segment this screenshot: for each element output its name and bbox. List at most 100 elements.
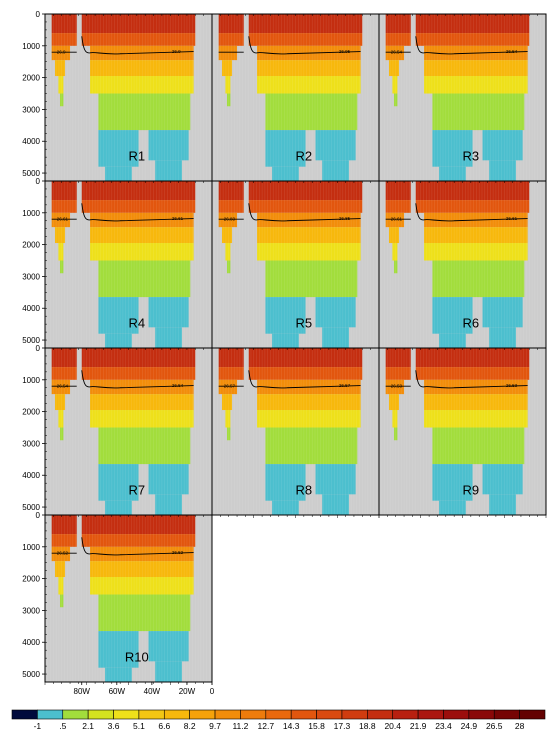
layer-west (227, 427, 231, 441)
y-tick-label: 0 (36, 10, 41, 19)
layer-basin-w (265, 297, 306, 334)
y-tick-label: 3000 (22, 272, 40, 281)
layer-basin-e (315, 130, 356, 161)
layer-basin-e2 (155, 160, 182, 181)
layer-west (385, 379, 405, 395)
layer-west (394, 260, 398, 274)
colorbar-box (468, 709, 495, 720)
layer-basin-w (432, 297, 473, 334)
x-tick-label: 20W (179, 687, 196, 696)
contour-line (51, 36, 194, 55)
colorbar-box (417, 709, 444, 720)
layer-basin-w (265, 464, 306, 501)
colorbar-box (11, 709, 38, 720)
y-tick-label: 1000 (22, 376, 40, 385)
colorbar-box (443, 709, 470, 720)
contour-label-east: 26.54 (506, 49, 518, 54)
layer-west (58, 577, 64, 595)
contour-label-west: 26.9 (57, 50, 66, 55)
layer-west (392, 76, 398, 94)
layer-west (58, 243, 64, 261)
layer-basin-w2 (105, 333, 132, 348)
contour-line (218, 36, 361, 55)
contour-label-west: 26.61 (391, 217, 403, 222)
layer-west (392, 243, 398, 261)
layer-west (389, 60, 400, 77)
colorbar-box (189, 709, 216, 720)
contour-label-east: 26.53 (506, 383, 518, 388)
layer-basin-e2 (155, 327, 182, 348)
y-tick-label: 2000 (22, 408, 40, 417)
y-tick-label: 0 (36, 177, 41, 186)
contour-line (218, 370, 361, 389)
contour-label-west: 26.53 (391, 384, 403, 389)
colorbar-label: 17.3 (334, 721, 351, 731)
x-tick-label: 0 (210, 687, 215, 696)
layer-main (248, 200, 363, 213)
contour-label-east: 26.85 (339, 216, 351, 221)
layer-west (394, 427, 398, 441)
layer-west (227, 260, 231, 274)
y-tick-label: 3000 (22, 606, 40, 615)
layer-west (218, 367, 244, 380)
layer-main (432, 260, 525, 298)
colorbar-label: 9.7 (209, 721, 221, 731)
x-tick-label: 80W (74, 687, 91, 696)
layer-west (385, 14, 411, 34)
panel-label: R6 (463, 315, 480, 330)
layer-main (424, 394, 528, 411)
y-tick-label: 5000 (22, 670, 40, 679)
layer-main (257, 76, 361, 94)
y-tick-label: 5000 (22, 336, 40, 345)
layer-west (51, 348, 77, 368)
layer-basin-e (315, 464, 356, 495)
colorbar-box (62, 709, 89, 720)
layer-west (51, 546, 71, 562)
y-tick-label: 3000 (22, 439, 40, 448)
colorbar-box (493, 709, 520, 720)
layer-main (257, 243, 361, 261)
y-tick-label: 2000 (22, 241, 40, 250)
y-tick-label: 4000 (22, 471, 40, 480)
layer-basin-e2 (155, 494, 182, 515)
panel-r9: 26.53 26.53 R9 (378, 347, 547, 516)
layer-basin-e (148, 631, 189, 662)
colorbar-box (341, 709, 368, 720)
layer-main (90, 410, 194, 428)
contour-line (51, 203, 194, 222)
colorbar-box (214, 709, 241, 720)
layer-main (415, 33, 530, 46)
layer-west (51, 33, 77, 46)
layer-basin-e (482, 130, 523, 161)
layer-west (60, 594, 64, 608)
layer-main (98, 93, 191, 131)
panel-r2: 26.95 R2 (211, 13, 380, 182)
layer-basin-w2 (272, 166, 299, 181)
colorbar-box (392, 709, 419, 720)
layer-main (257, 394, 361, 411)
layer-west (51, 14, 77, 34)
layer-basin-w (432, 130, 473, 167)
y-tick-label: 3000 (22, 105, 40, 114)
colorbar-label: 8.2 (184, 721, 196, 731)
contour-label-east: 26.61 (172, 216, 184, 221)
layer-main (81, 200, 196, 213)
layer-basin-e2 (322, 327, 349, 348)
layer-basin-w (432, 464, 473, 501)
layer-basin-e (148, 464, 189, 495)
y-tick-label: 1000 (22, 543, 40, 552)
layer-main (248, 348, 363, 368)
layer-main (424, 410, 528, 428)
layer-west (385, 45, 405, 61)
layer-west (385, 33, 411, 46)
layer-main (81, 33, 196, 46)
contour-line (51, 370, 194, 389)
y-tick-label: 0 (36, 511, 41, 520)
layer-main (248, 367, 363, 380)
layer-basin-w (265, 130, 306, 167)
layer-main (424, 227, 528, 244)
colorbar-label: 2.1 (82, 721, 94, 731)
contour-label-east: 26.61 (506, 216, 518, 221)
layer-west (218, 181, 244, 201)
layer-basin-w2 (272, 500, 299, 515)
